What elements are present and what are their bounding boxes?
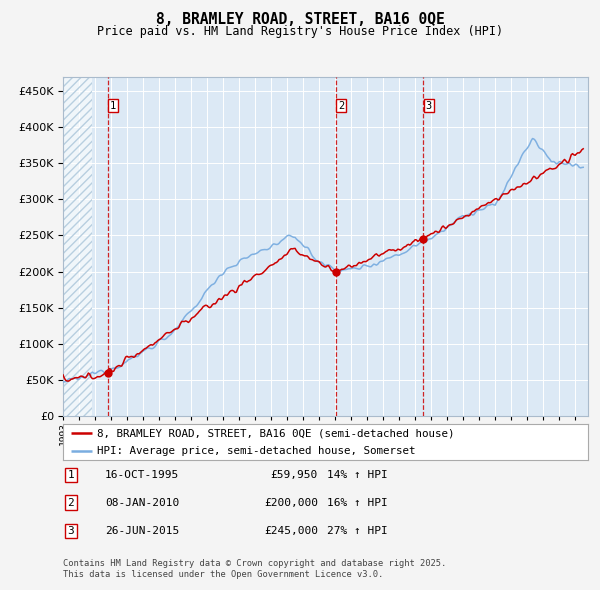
Text: £200,000: £200,000 — [264, 498, 318, 507]
Text: 08-JAN-2010: 08-JAN-2010 — [105, 498, 179, 507]
Text: Price paid vs. HM Land Registry's House Price Index (HPI): Price paid vs. HM Land Registry's House … — [97, 25, 503, 38]
Text: This data is licensed under the Open Government Licence v3.0.: This data is licensed under the Open Gov… — [63, 571, 383, 579]
Text: £59,950: £59,950 — [271, 470, 318, 480]
Text: 3: 3 — [67, 526, 74, 536]
Text: 1: 1 — [67, 470, 74, 480]
Text: £245,000: £245,000 — [264, 526, 318, 536]
Text: Contains HM Land Registry data © Crown copyright and database right 2025.: Contains HM Land Registry data © Crown c… — [63, 559, 446, 568]
Text: 2: 2 — [67, 498, 74, 507]
Text: HPI: Average price, semi-detached house, Somerset: HPI: Average price, semi-detached house,… — [97, 447, 416, 457]
Text: 8, BRAMLEY ROAD, STREET, BA16 0QE (semi-detached house): 8, BRAMLEY ROAD, STREET, BA16 0QE (semi-… — [97, 428, 455, 438]
Bar — [63, 77, 92, 416]
Text: 16% ↑ HPI: 16% ↑ HPI — [327, 498, 388, 507]
Text: 16-OCT-1995: 16-OCT-1995 — [105, 470, 179, 480]
Text: 2: 2 — [338, 100, 344, 110]
Bar — [63, 77, 92, 416]
Text: 3: 3 — [425, 100, 431, 110]
Text: 26-JUN-2015: 26-JUN-2015 — [105, 526, 179, 536]
Text: 8, BRAMLEY ROAD, STREET, BA16 0QE: 8, BRAMLEY ROAD, STREET, BA16 0QE — [155, 12, 445, 27]
Text: 1: 1 — [110, 100, 116, 110]
Text: 14% ↑ HPI: 14% ↑ HPI — [327, 470, 388, 480]
Text: 27% ↑ HPI: 27% ↑ HPI — [327, 526, 388, 536]
